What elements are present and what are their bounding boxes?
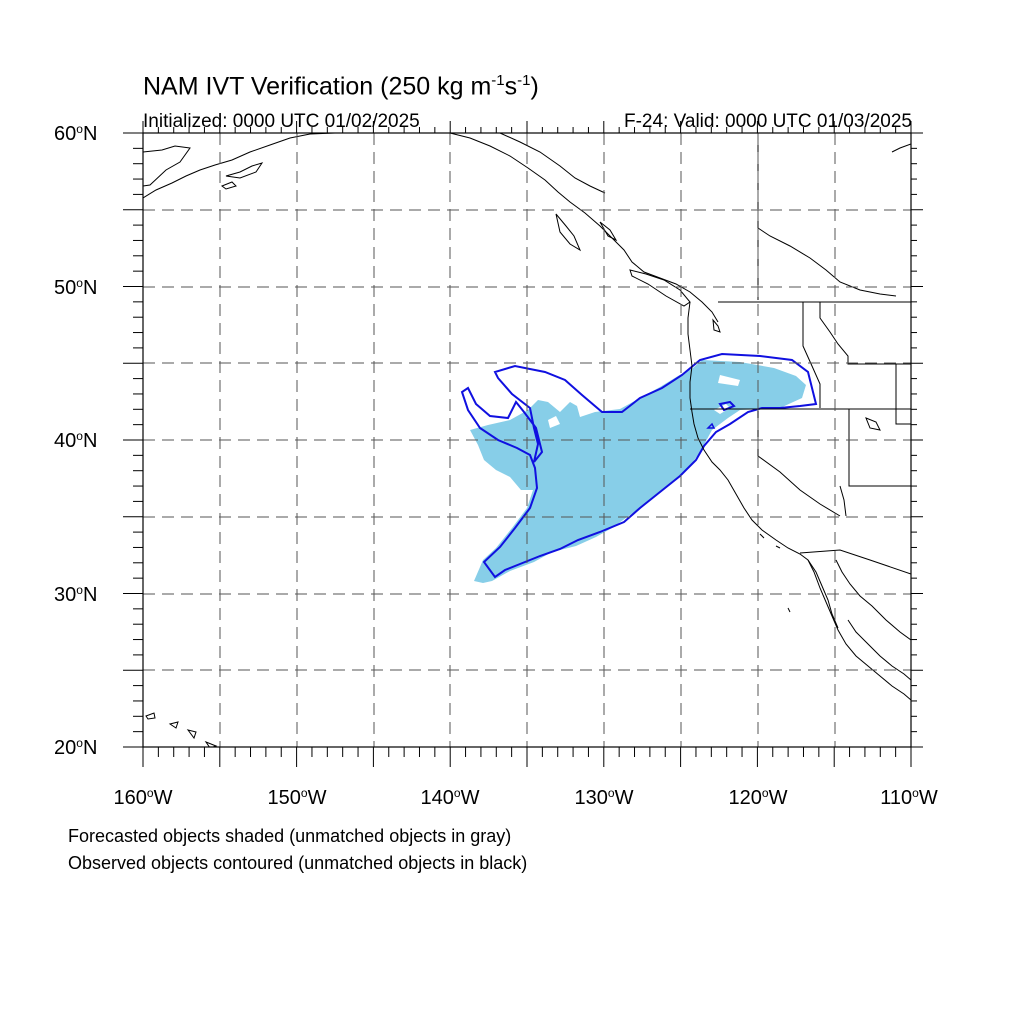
lat-label-20n: 20oN: [54, 736, 98, 759]
lon-label-120w: 120oW: [728, 786, 788, 809]
lat-label-60n: 60oN: [54, 122, 98, 145]
observed-object-contour: [460, 352, 818, 579]
lon-label-140w: 140oW: [420, 786, 480, 809]
valid-time: F-24: Valid: 0000 UTC 01/03/2025: [624, 111, 912, 132]
lat-label-50n: 50oN: [54, 276, 98, 299]
initialized-time: Initialized: 0000 UTC 01/02/2025: [143, 111, 420, 132]
axis-ticks: [123, 121, 923, 767]
lat-lon-grid: [143, 133, 911, 747]
lon-label-110w: 110oW: [880, 786, 938, 809]
lon-label-160w: 160oW: [113, 786, 173, 809]
map-title: NAM IVT Verification (250 kg m-1s-1): [143, 72, 539, 101]
observed-legend-note: Observed objects contoured (unmatched ob…: [68, 853, 528, 873]
lon-label-150w: 150oW: [267, 786, 327, 809]
lon-label-130w: 130oW: [574, 786, 634, 809]
forecast-legend-note: Forecasted objects shaded (unmatched obj…: [68, 826, 512, 846]
forecast-object-shading: [470, 360, 806, 583]
lat-label-40n: 40oN: [54, 429, 98, 452]
lat-label-30n: 30oN: [54, 583, 98, 606]
